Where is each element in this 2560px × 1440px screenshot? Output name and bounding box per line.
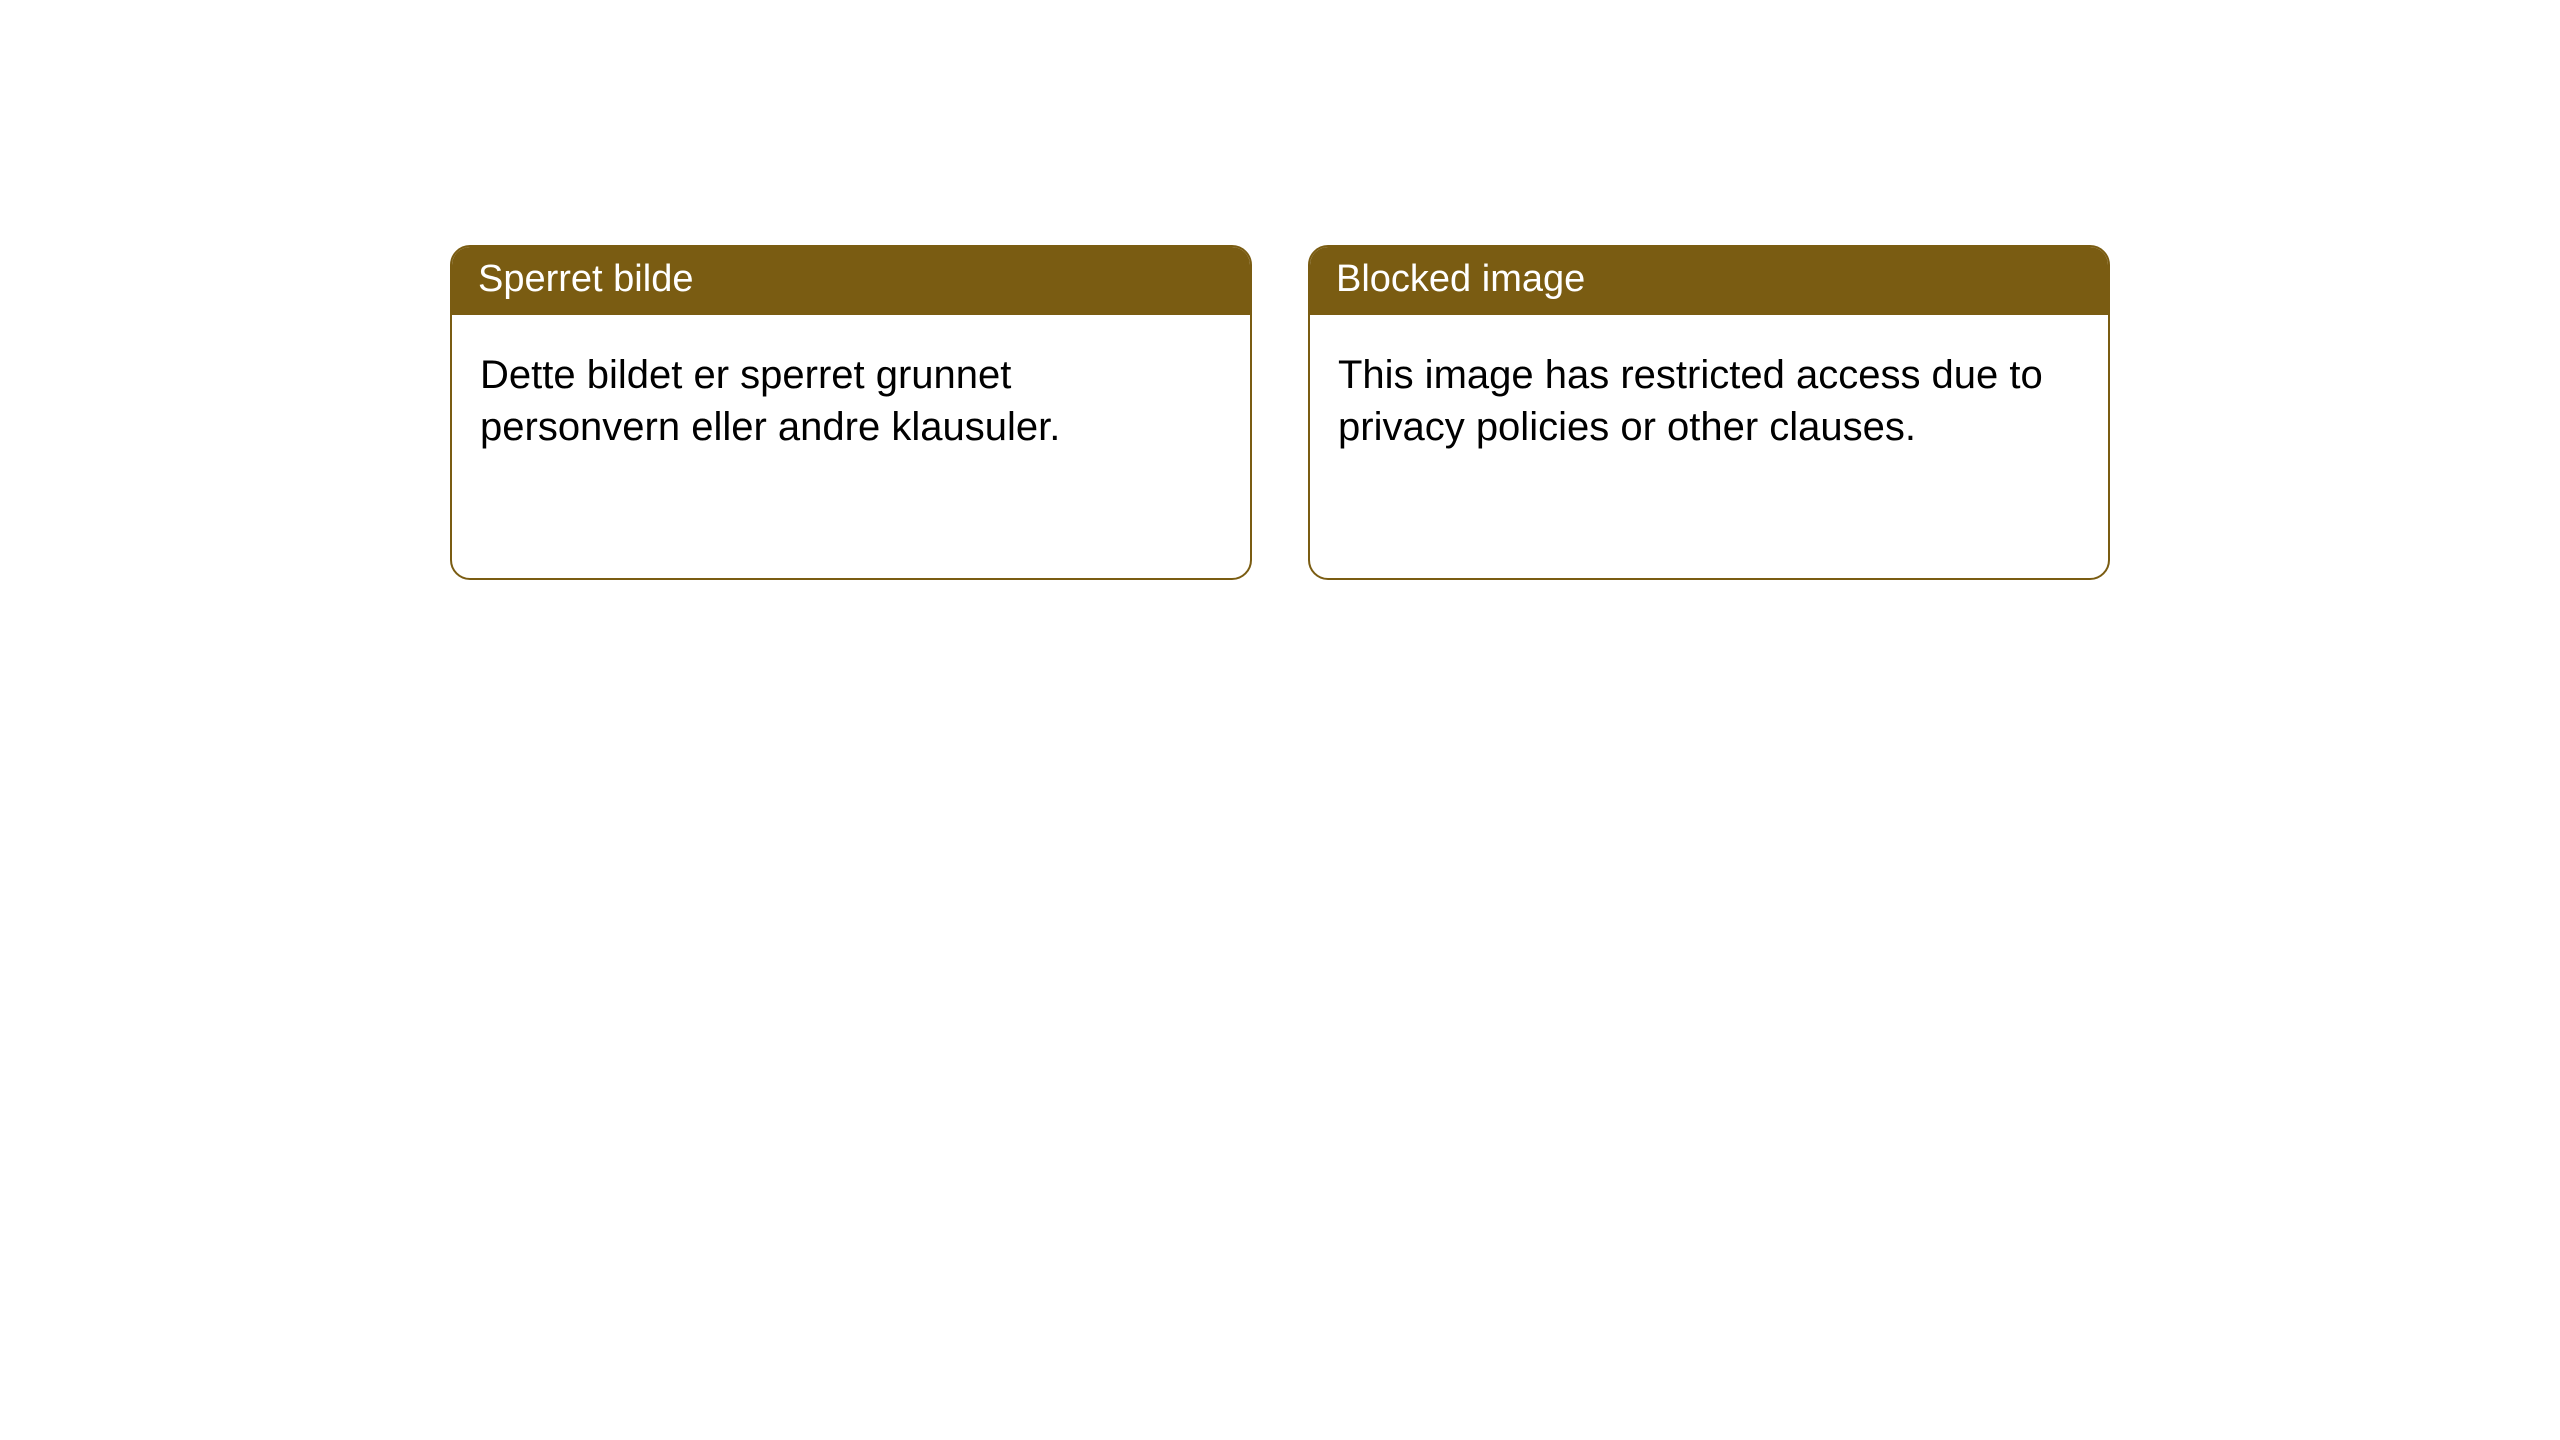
card-container: Sperret bilde Dette bildet er sperret gr… [0, 0, 2560, 580]
card-title-no: Sperret bilde [478, 258, 693, 300]
card-body-text-en: This image has restricted access due to … [1338, 353, 2043, 449]
card-header-en: Blocked image [1310, 247, 2108, 315]
card-body-text-no: Dette bildet er sperret grunnet personve… [480, 353, 1060, 449]
card-title-en: Blocked image [1336, 258, 1585, 300]
card-header-no: Sperret bilde [452, 247, 1250, 315]
card-body-en: This image has restricted access due to … [1310, 315, 2108, 487]
blocked-image-card-no: Sperret bilde Dette bildet er sperret gr… [450, 245, 1252, 580]
card-body-no: Dette bildet er sperret grunnet personve… [452, 315, 1250, 487]
blocked-image-card-en: Blocked image This image has restricted … [1308, 245, 2110, 580]
